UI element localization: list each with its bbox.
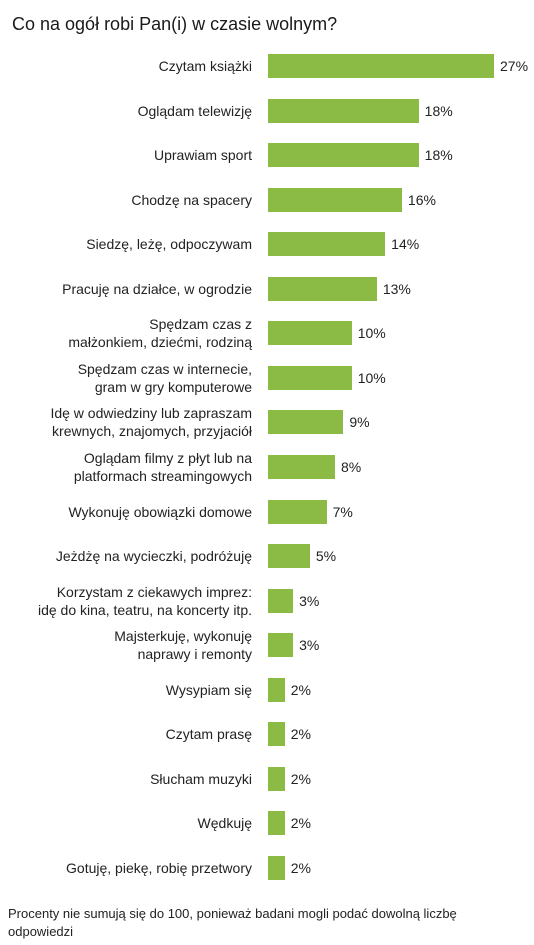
- bar: [268, 232, 386, 257]
- value-label: 16%: [407, 191, 436, 208]
- value-label: 13%: [382, 280, 411, 297]
- bar: [268, 455, 335, 479]
- category-label: Czytam prasę: [165, 726, 252, 743]
- value-label: 7%: [332, 503, 353, 520]
- category-label: Siedzę, leżę, odpoczywam: [86, 236, 252, 253]
- bar: [268, 633, 294, 658]
- value-label: 2%: [290, 815, 311, 832]
- category-label: Pracuję na działce, w ogrodzie: [62, 280, 252, 297]
- bar: [268, 321, 352, 346]
- footnote: Procenty nie sumują się do 100, ponieważ…: [8, 906, 457, 939]
- value-label: 3%: [299, 637, 320, 654]
- bar: [268, 187, 402, 212]
- value-label: 2%: [290, 860, 311, 876]
- bar: [268, 365, 352, 390]
- bar: [268, 98, 419, 123]
- value-label: 27%: [500, 58, 529, 74]
- bar: [268, 276, 377, 301]
- bar: [268, 54, 494, 78]
- bar: [268, 856, 285, 880]
- value-label: 2%: [290, 770, 311, 787]
- category-label: Idę w odwiedziny lub zapraszam krewnych,…: [50, 405, 252, 440]
- bar: [268, 410, 344, 435]
- bar: [268, 677, 285, 702]
- value-label: 14%: [391, 236, 420, 253]
- bar: [268, 143, 419, 168]
- category-label: Wędkuję: [197, 815, 252, 832]
- category-label: Wysypiam się: [165, 681, 252, 698]
- value-label: 3%: [299, 592, 320, 609]
- chart-title: Co na ogół robi Pan(i) w czasie wolnym?: [12, 14, 338, 34]
- category-label: Czytam książki: [158, 58, 252, 74]
- bar: [268, 766, 285, 791]
- category-label: Spędzam czas z małżonkiem, dziećmi, rodz…: [68, 316, 252, 351]
- bar: [268, 588, 294, 613]
- category-label: Spędzam czas w internecie, gram w gry ko…: [77, 360, 252, 395]
- category-label: Oglądam telewizję: [137, 102, 252, 119]
- category-label: Słucham muzyki: [150, 770, 252, 787]
- bar: [268, 722, 285, 747]
- category-label: Majsterkuję, wykonuję naprawy i remonty: [114, 628, 252, 663]
- bar: [268, 544, 310, 569]
- value-label: 8%: [340, 459, 362, 475]
- category-label: Chodzę na spacery: [131, 191, 252, 208]
- value-label: 9%: [349, 414, 370, 431]
- bar: [268, 499, 327, 524]
- bar: [268, 811, 285, 836]
- category-label: Uprawiam sport: [153, 147, 252, 164]
- value-label: 2%: [290, 681, 311, 698]
- value-label: 10%: [357, 369, 386, 386]
- category-label: Jeżdżę na wycieczki, podróżuję: [55, 548, 252, 565]
- value-label: 18%: [424, 147, 453, 164]
- category-label: Gotuję, piekę, robię przetwory: [66, 860, 252, 876]
- value-label: 10%: [357, 325, 386, 342]
- category-label: Oglądam filmy z płyt lub na platformach …: [73, 450, 252, 484]
- value-label: 18%: [424, 102, 453, 119]
- value-label: 5%: [315, 548, 337, 565]
- category-label: Korzystam z ciekawych imprez: idę do kin…: [37, 583, 252, 618]
- value-label: 2%: [290, 726, 311, 743]
- category-label: Wykonuję obowiązki domowe: [68, 503, 252, 520]
